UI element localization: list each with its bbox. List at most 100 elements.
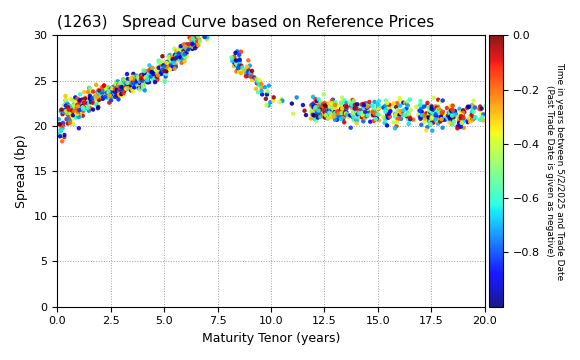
Point (315, 102, 324, 107)
Point (358, 117, 368, 123)
Point (115, 83, 125, 89)
Point (202, 37, 212, 42)
Point (180, 51, 190, 57)
Point (158, 68, 167, 73)
Point (234, 69, 244, 75)
Point (288, 111, 298, 117)
Point (72, 111, 81, 117)
Point (381, 102, 390, 108)
Point (86, 95, 95, 101)
Point (79, 89, 89, 95)
Point (378, 105, 387, 111)
Point (71, 107, 81, 113)
Point (368, 103, 378, 109)
Point (254, 82, 263, 87)
Point (463, 119, 473, 125)
Point (393, 120, 402, 125)
Point (56, 134, 65, 139)
Point (114, 85, 123, 90)
Point (70, 108, 79, 114)
Point (320, 100, 329, 106)
Point (73, 108, 82, 113)
Point (165, 67, 175, 72)
Point (248, 77, 257, 83)
Point (135, 82, 144, 87)
Point (436, 116, 445, 122)
Point (107, 93, 117, 98)
Point (108, 88, 117, 94)
Point (178, 53, 187, 59)
Point (96, 92, 105, 98)
Point (311, 103, 321, 109)
Point (355, 107, 364, 113)
Point (423, 102, 432, 108)
Point (142, 75, 151, 81)
Point (146, 72, 155, 78)
Point (154, 73, 163, 78)
Point (252, 81, 262, 86)
Point (426, 121, 435, 127)
Point (171, 64, 180, 69)
Point (477, 111, 487, 117)
Point (448, 121, 457, 127)
Point (320, 102, 329, 108)
Point (321, 112, 331, 118)
Point (370, 111, 379, 117)
Point (396, 116, 405, 122)
Point (159, 68, 168, 74)
Point (316, 106, 325, 112)
Point (80, 101, 89, 107)
Point (353, 111, 362, 116)
Point (67, 104, 77, 110)
Point (314, 96, 323, 102)
Point (158, 69, 168, 75)
Point (463, 118, 472, 123)
Point (181, 44, 190, 49)
Point (75, 107, 84, 113)
Point (390, 111, 400, 117)
Point (321, 112, 331, 118)
Point (63, 104, 72, 110)
Point (479, 112, 488, 117)
Point (177, 60, 186, 66)
Point (227, 58, 237, 64)
Point (327, 106, 336, 112)
Point (226, 55, 235, 60)
Point (93, 98, 102, 104)
Point (139, 86, 148, 91)
Point (477, 114, 487, 120)
Point (445, 113, 454, 119)
Point (353, 104, 362, 110)
Point (450, 119, 459, 125)
Point (336, 111, 346, 116)
Point (432, 118, 441, 123)
Point (173, 46, 183, 52)
Point (98, 94, 107, 100)
Point (156, 71, 165, 77)
Point (98, 94, 107, 100)
Point (320, 111, 329, 117)
Point (431, 116, 440, 122)
Point (368, 109, 378, 115)
Point (367, 110, 376, 116)
Point (84, 108, 93, 114)
Point (246, 70, 255, 76)
Point (110, 86, 119, 92)
Point (403, 103, 412, 108)
Point (372, 114, 382, 120)
Point (327, 114, 336, 120)
Point (248, 74, 258, 80)
Point (397, 109, 407, 114)
Point (349, 114, 358, 120)
Point (115, 93, 125, 98)
Point (93, 96, 103, 102)
Point (380, 109, 390, 115)
Point (54, 131, 63, 137)
Point (446, 103, 455, 109)
Point (171, 57, 180, 62)
Point (459, 115, 468, 121)
Point (65, 114, 74, 120)
Point (416, 108, 425, 114)
Point (253, 78, 262, 84)
Point (146, 74, 155, 80)
